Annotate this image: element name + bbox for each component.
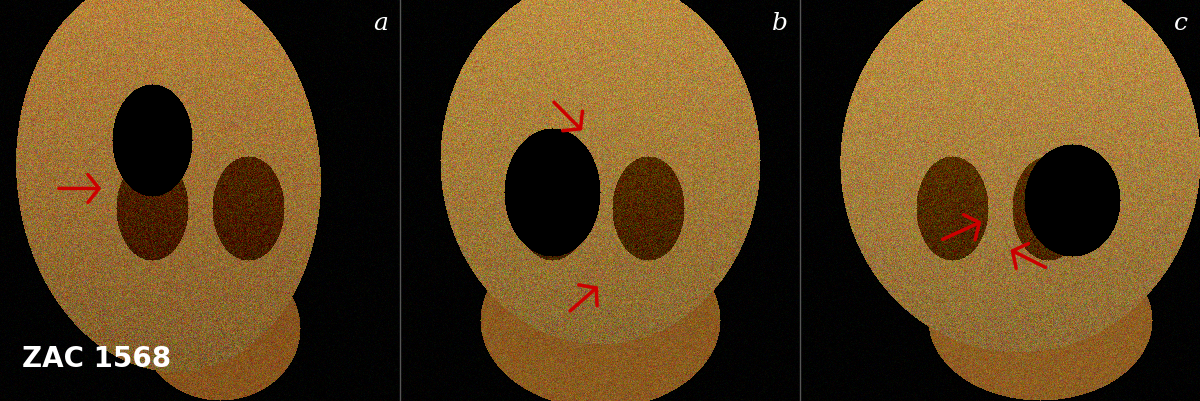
Text: ZAC 1568: ZAC 1568 — [22, 345, 170, 373]
Text: b: b — [772, 12, 788, 35]
Text: c: c — [1174, 12, 1188, 35]
Text: a: a — [373, 12, 388, 35]
